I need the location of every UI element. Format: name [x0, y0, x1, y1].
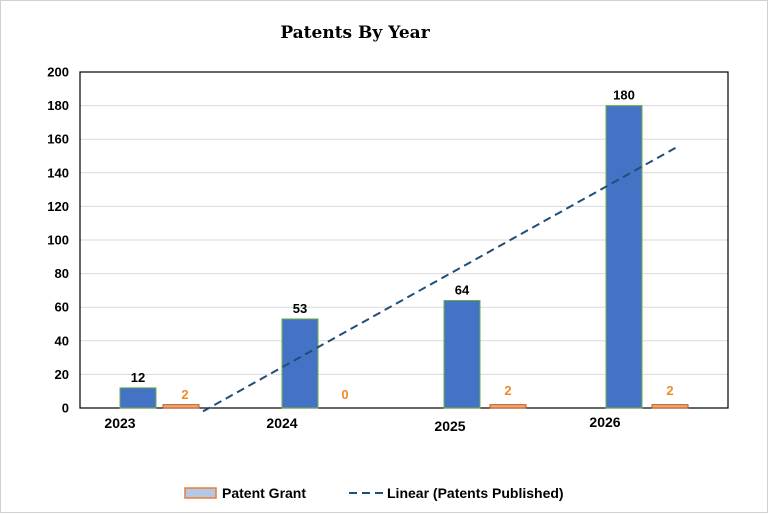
- trendline: [202, 146, 677, 413]
- x-axis: 2023 2024 2025 2026: [104, 414, 620, 434]
- y-tick-label: 0: [62, 401, 69, 416]
- data-label-published: 12: [131, 370, 145, 385]
- bar-published-2026: [605, 105, 643, 409]
- data-label-published: 180: [613, 88, 635, 103]
- x-tick-label: 2025: [434, 418, 465, 434]
- data-label-published: 64: [455, 282, 470, 297]
- data-label-published: 53: [293, 301, 307, 316]
- legend: Patent Grant Linear (Patents Published): [184, 485, 564, 501]
- data-label-grant: 0: [341, 387, 348, 402]
- y-tick-label: 120: [47, 199, 69, 214]
- gridlines: [80, 105, 728, 375]
- bar-grant-2023: [162, 404, 200, 409]
- bar-grant-2025: [489, 404, 527, 409]
- chart-title: Patents By Year: [280, 23, 430, 43]
- data-label-grant: 2: [181, 387, 188, 402]
- y-tick-label: 60: [55, 300, 69, 315]
- legend-label-patent-grant: Patent Grant: [222, 485, 306, 501]
- bar-grant-2026: [651, 404, 689, 409]
- bars: [119, 105, 689, 409]
- legend-swatch-patent-grant: [184, 487, 217, 499]
- bar-published-2024: [281, 318, 319, 409]
- y-tick-label: 180: [47, 98, 69, 113]
- data-label-grant: 2: [504, 383, 511, 398]
- y-tick-label: 140: [47, 165, 69, 180]
- y-tick-label: 20: [55, 367, 69, 382]
- x-tick-label: 2024: [266, 415, 297, 431]
- data-labels: 12 53 64 180 2 0 2 2: [131, 88, 674, 402]
- y-tick-label: 100: [47, 233, 69, 248]
- y-tick-label: 80: [55, 266, 69, 281]
- x-tick-label: 2023: [104, 415, 135, 431]
- y-axis: 0 20 40 60 80 100 120 140 160 180 200: [47, 65, 69, 416]
- data-label-grant: 2: [666, 383, 673, 398]
- plot-area: [79, 71, 729, 409]
- y-tick-label: 200: [47, 65, 69, 80]
- y-tick-label: 40: [55, 333, 69, 348]
- bar-published-2025: [443, 299, 481, 409]
- y-tick-label: 160: [47, 132, 69, 147]
- x-tick-label: 2026: [589, 414, 620, 430]
- bar-published-2023: [119, 387, 157, 409]
- legend-label-trendline: Linear (Patents Published): [387, 485, 564, 501]
- trendline-linear: [202, 146, 677, 413]
